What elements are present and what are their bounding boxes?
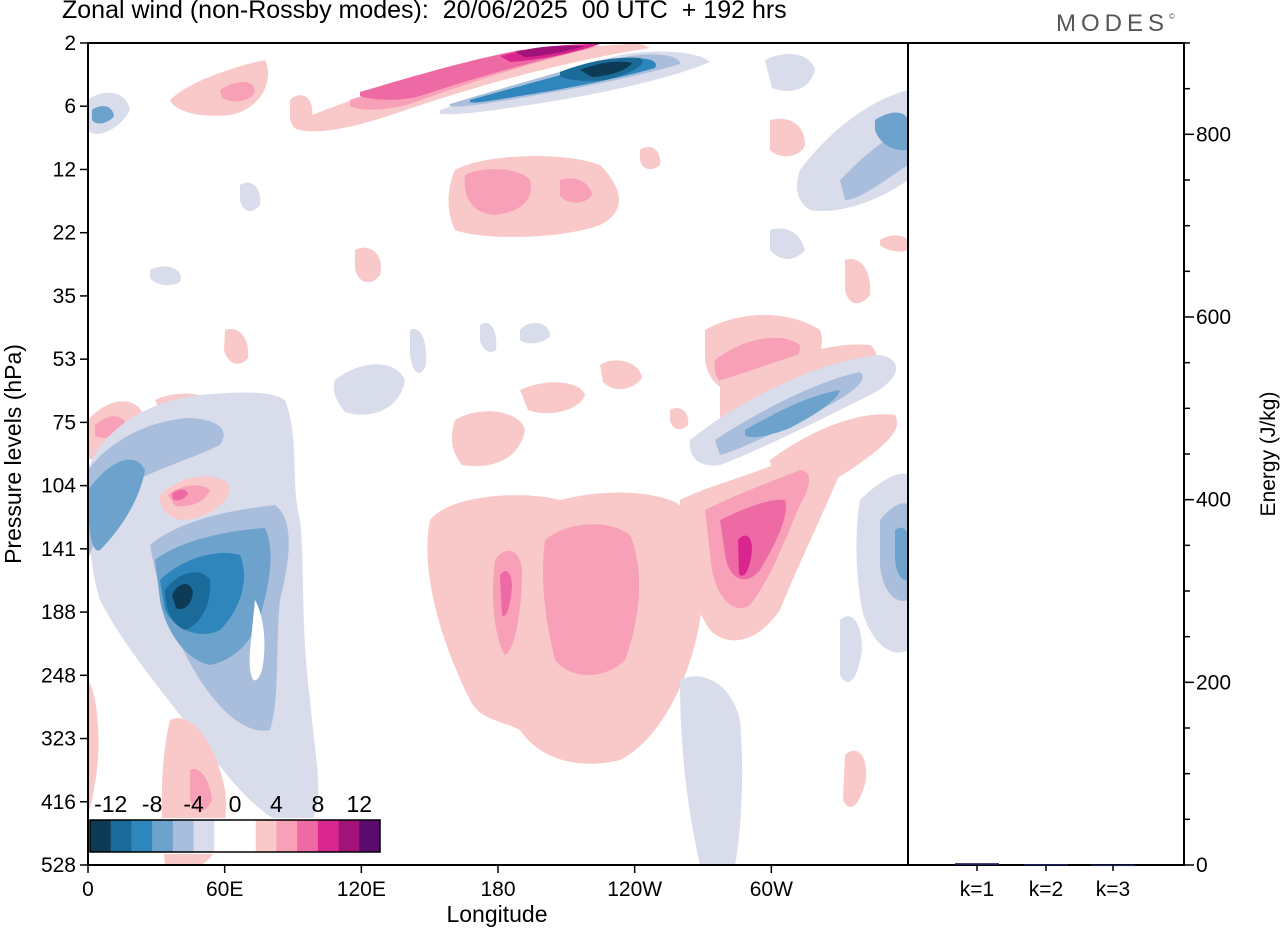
colorbar-label: -12 (94, 791, 127, 817)
y-tick-label: 53 (53, 348, 76, 371)
energy-bar (955, 863, 999, 865)
energy-bar (1024, 864, 1068, 866)
colorbar-label: 8 (311, 791, 324, 817)
colorbar-frame (89, 819, 381, 853)
colorbar-swatch (235, 820, 257, 852)
colorbar-swatch (193, 820, 215, 852)
y-tick-label: 35 (53, 285, 76, 308)
chart-title: Zonal wind (non-Rossby modes): 20/06/202… (62, 0, 787, 24)
x-tick-label: 60E (206, 878, 243, 901)
colorbar: -12 -8 -4 0 4 8 12 (88, 791, 382, 854)
y-tick-label: 528 (41, 854, 76, 877)
y-tick-label: 12 (53, 158, 76, 181)
y-tick-label: 323 (41, 728, 76, 751)
y-tick-label: 6 (64, 95, 76, 118)
colorbar-swatch (131, 820, 153, 852)
brand-text: MODES (1056, 10, 1170, 37)
wind-field (88, 43, 908, 865)
energy-bars: k=1 k=2 k=3 (955, 863, 1135, 901)
energy-tick-label: 400 (1196, 489, 1231, 512)
energy-axis: 0 200 400 600 800 (1184, 42, 1231, 877)
y-tick-label: 416 (41, 791, 76, 814)
energy-tick-label: 0 (1196, 854, 1208, 877)
colorbar-swatch (255, 820, 277, 852)
x-axis-label: Longitude (446, 901, 547, 927)
colorbar-swatch (90, 820, 112, 852)
x-tick-label: 120W (607, 878, 662, 901)
y-tick-label: 188 (41, 601, 76, 624)
energy-tick-label: 600 (1196, 306, 1231, 329)
y-axis-label: Pressure levels (hPa) (0, 344, 26, 564)
y-tick-label: 2 (64, 32, 76, 55)
colorbar-label: -8 (142, 791, 162, 817)
x-tick-label: 180 (480, 878, 515, 901)
colorbar-label: 0 (229, 791, 242, 817)
energy-panel-frame (907, 42, 1185, 866)
colorbar-swatch (338, 820, 360, 852)
bar-label: k=1 (960, 878, 994, 901)
pressure-axis: 2 6 12 22 35 53 75 104 141 188 248 323 416 528 (41, 32, 88, 877)
energy-tick-label: 200 (1196, 671, 1231, 694)
colorbar-label: -4 (183, 791, 204, 817)
y-tick-label: 141 (41, 538, 76, 561)
colorbar-swatch (359, 820, 381, 852)
y-tick-label: 248 (41, 664, 76, 687)
colorbar-swatch (297, 820, 319, 852)
bar-label: k=3 (1096, 878, 1130, 901)
bar-label: k=2 (1029, 878, 1063, 901)
y-tick-label: 104 (41, 475, 76, 498)
x-tick-label: 120E (337, 878, 386, 901)
colorbar-label: 4 (270, 791, 283, 817)
colorbar-swatch (172, 820, 195, 852)
colorbar-swatch (152, 820, 174, 852)
modes-logo: MODES© (1056, 10, 1175, 38)
x-tick-label: 0 (82, 878, 94, 901)
x-tick-label: 60W (750, 878, 793, 901)
y-tick-label: 75 (53, 411, 76, 434)
energy-axis-label: Energy (J/kg) (1257, 392, 1280, 517)
longitude-axis: 0 60E 120E 180 120W 60W (82, 865, 793, 901)
y-tick-label: 22 (53, 222, 76, 245)
brand-mark: © (1169, 12, 1175, 21)
colorbar-swatch (214, 820, 236, 852)
colorbar-label: 12 (346, 791, 372, 817)
colorbar-swatch (317, 820, 340, 852)
colorbar-swatch (276, 820, 298, 852)
colorbar-swatch (110, 820, 132, 852)
energy-tick-label: 800 (1196, 123, 1231, 146)
